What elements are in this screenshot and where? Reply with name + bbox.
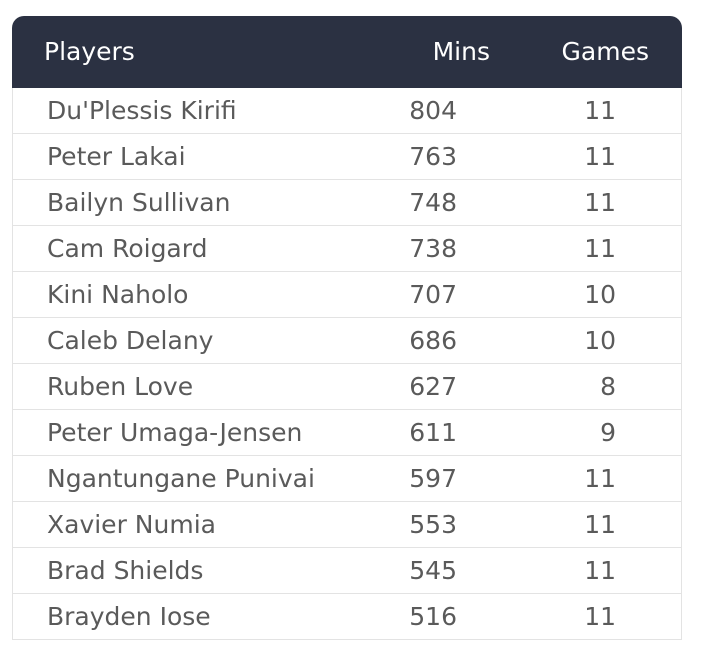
- page: Players Mins Games Du'Plessis Kirifi 804 1…: [12, 16, 682, 640]
- column-header: Players: [44, 37, 135, 66]
- column-header: Games: [561, 37, 649, 66]
- table-row: Brad Shields 545 11: [12, 548, 682, 594]
- player-name: Peter Umaga-Jensen: [47, 418, 303, 447]
- minutes: 738: [409, 234, 457, 263]
- minutes: 707: [409, 280, 457, 309]
- games: 11: [584, 464, 616, 493]
- minutes: 763: [409, 142, 457, 171]
- games: 10: [584, 280, 616, 309]
- column-header: Mins: [432, 37, 490, 66]
- player-name: Brad Shields: [47, 556, 204, 585]
- games: 9: [600, 418, 616, 447]
- table-row: Xavier Numia 553 11: [12, 502, 682, 548]
- minutes: 553: [409, 510, 457, 539]
- table-row: Caleb Delany 686 10: [12, 318, 682, 364]
- table-row: Kini Naholo 707 10: [12, 272, 682, 318]
- games: 11: [584, 510, 616, 539]
- games: 11: [584, 556, 616, 585]
- minutes: 686: [409, 326, 457, 355]
- games: 11: [584, 234, 616, 263]
- player-name: Bailyn Sullivan: [47, 188, 231, 217]
- games: 11: [584, 188, 616, 217]
- table-row: Ngantungane Punivai 597 11: [12, 456, 682, 502]
- minutes: 748: [409, 188, 457, 217]
- table: Players Mins Games Du'Plessis Kirifi 804 1…: [12, 16, 682, 656]
- player-name: Peter Lakai: [47, 142, 186, 171]
- table-row: Bailyn Sullivan 748 11: [12, 180, 682, 226]
- player-name: Ngantungane Punivai: [47, 464, 315, 493]
- table-header: Players Mins Games: [12, 16, 682, 88]
- player-name: Brayden Iose: [47, 602, 211, 631]
- minutes: 545: [409, 556, 457, 585]
- games: 11: [584, 96, 616, 125]
- games: 11: [584, 602, 616, 631]
- player-name: Xavier Numia: [47, 510, 216, 539]
- player-name: Caleb Delany: [47, 326, 214, 355]
- games: 8: [600, 372, 616, 401]
- minutes: 611: [409, 418, 457, 447]
- table-row: Peter Lakai 763 11: [12, 134, 682, 180]
- table-row: Cam Roigard 738 11: [12, 226, 682, 272]
- player-name: Kini Naholo: [47, 280, 189, 309]
- minutes: 516: [409, 602, 457, 631]
- minutes: 627: [409, 372, 457, 401]
- player-name: Cam Roigard: [47, 234, 208, 263]
- table-row: Peter Umaga-Jensen 611 9: [12, 410, 682, 456]
- player-name: Ruben Love: [47, 372, 194, 401]
- table-row: Du'Plessis Kirifi 804 11: [12, 88, 682, 134]
- table-row: Brayden Iose 516 11: [12, 594, 682, 640]
- games: 11: [584, 142, 616, 171]
- minutes: 804: [409, 96, 457, 125]
- minutes: 597: [409, 464, 457, 493]
- player-name: Du'Plessis Kirifi: [47, 96, 237, 125]
- games: 10: [584, 326, 616, 355]
- table-row: Ruben Love 627 8: [12, 364, 682, 410]
